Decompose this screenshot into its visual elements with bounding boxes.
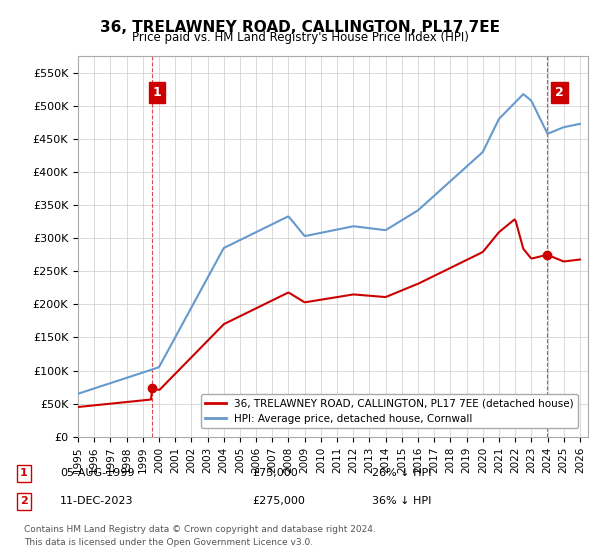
Text: 36, TRELAWNEY ROAD, CALLINGTON, PL17 7EE: 36, TRELAWNEY ROAD, CALLINGTON, PL17 7EE — [100, 20, 500, 35]
Text: 11-DEC-2023: 11-DEC-2023 — [60, 496, 133, 506]
Text: 2: 2 — [20, 496, 28, 506]
Legend: 36, TRELAWNEY ROAD, CALLINGTON, PL17 7EE (detached house), HPI: Average price, d: 36, TRELAWNEY ROAD, CALLINGTON, PL17 7EE… — [200, 394, 578, 428]
Text: 26% ↓ HPI: 26% ↓ HPI — [372, 468, 431, 478]
Text: £275,000: £275,000 — [252, 496, 305, 506]
Text: Contains HM Land Registry data © Crown copyright and database right 2024.: Contains HM Land Registry data © Crown c… — [24, 525, 376, 534]
Text: 36% ↓ HPI: 36% ↓ HPI — [372, 496, 431, 506]
Text: Price paid vs. HM Land Registry's House Price Index (HPI): Price paid vs. HM Land Registry's House … — [131, 31, 469, 44]
Text: £73,000: £73,000 — [252, 468, 298, 478]
Text: 1: 1 — [152, 86, 161, 99]
Text: 05-AUG-1999: 05-AUG-1999 — [60, 468, 134, 478]
Text: 1: 1 — [20, 468, 28, 478]
Text: 2: 2 — [555, 86, 564, 99]
Text: This data is licensed under the Open Government Licence v3.0.: This data is licensed under the Open Gov… — [24, 538, 313, 547]
